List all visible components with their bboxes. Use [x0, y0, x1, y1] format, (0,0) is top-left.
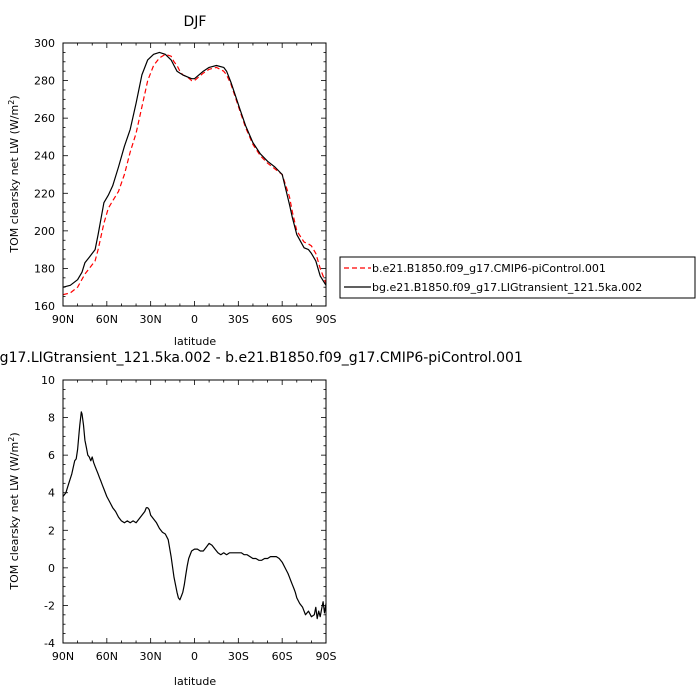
top-y-tick-label: 160: [34, 300, 55, 313]
bottom-x-tick-label: 0: [191, 650, 198, 663]
legend-label-control: b.e21.B1850.f09_g17.CMIP6-piControl.001: [372, 262, 606, 275]
bottom-y-tick-label: -4: [44, 637, 55, 650]
bottom-y-axis-label: TOM clearsky net LW (W/m2): [7, 432, 22, 590]
bottom-x-tick-label: 30S: [228, 650, 249, 663]
top-plot-marks: 160 180 200 220 240 260 280 300 90N 60N 30N 0 30S 60S…: [34, 37, 337, 326]
bottom-chart-title: bg.e21.B1850.f09_g17.LIGtransient_121.5k…: [0, 350, 523, 366]
top-x-tick-label: 30S: [228, 313, 249, 326]
top-y-tick-label: 220: [34, 187, 55, 200]
bottom-series-line-0: [62, 411, 327, 620]
top-y-tick-label: 240: [34, 150, 55, 163]
legend-label-transient: bg.e21.B1850.f09_g17.LIGtransient_121.5k…: [372, 281, 642, 294]
top-x-tick-label: 90S: [316, 313, 337, 326]
top-chart-title: DJF: [184, 14, 207, 30]
bottom-panel: bg.e21.B1850.f09_g17.LIGtransient_121.5k…: [0, 350, 523, 688]
bottom-y-tick-label: 2: [48, 524, 55, 537]
bottom-y-tick-label: 8: [48, 412, 55, 425]
bottom-y-tick-label: 10: [41, 374, 55, 387]
bottom-x-tick-label: 60S: [272, 650, 293, 663]
bottom-y-tick-label: -2: [44, 599, 55, 612]
bottom-x-tick-label: 90N: [52, 650, 74, 663]
top-y-tick-label: 260: [34, 112, 55, 125]
bottom-y-tick-label: 6: [48, 449, 55, 462]
legend-frame: [339, 256, 696, 299]
top-x-tick-label: 60N: [96, 313, 118, 326]
bottom-x-tick-label: 90S: [316, 650, 337, 663]
top-y-tick-label: 300: [34, 37, 55, 50]
bottom-x-axis-label: latitude: [174, 675, 216, 688]
legend: b.e21.B1850.f09_g17.CMIP6-piControl.001 …: [339, 256, 696, 299]
top-series-line-1: [62, 51, 327, 288]
top-y-axis-label: TOM clearsky net LW (W/m2): [7, 95, 22, 253]
top-y-tick-label: 180: [34, 262, 55, 275]
top-y-tick-label: 280: [34, 75, 55, 88]
top-x-tick-label: 0: [191, 313, 198, 326]
top-panel: DJF 160 180 200 220 240 260 280 300 90N 60N 30N 0 30…: [7, 14, 337, 348]
top-y-tick-label: 200: [34, 225, 55, 238]
bottom-y-tick-label: 4: [48, 487, 55, 500]
top-series-line-0: [62, 53, 327, 296]
bottom-y-tick-label: 0: [48, 562, 55, 575]
top-x-axis-label: latitude: [174, 335, 216, 348]
top-x-tick-label: 30N: [140, 313, 162, 326]
bottom-plot-marks: -4 -2 0 2 4 6 8 10 90N 60N 30N 0 30S 60S 90S: [41, 374, 337, 663]
bottom-x-tick-label: 30N: [140, 650, 162, 663]
top-plot-frame: [62, 42, 327, 307]
bottom-plot-frame: [62, 379, 327, 644]
top-x-tick-label: 90N: [52, 313, 74, 326]
top-x-tick-label: 60S: [272, 313, 293, 326]
bottom-x-tick-label: 60N: [96, 650, 118, 663]
